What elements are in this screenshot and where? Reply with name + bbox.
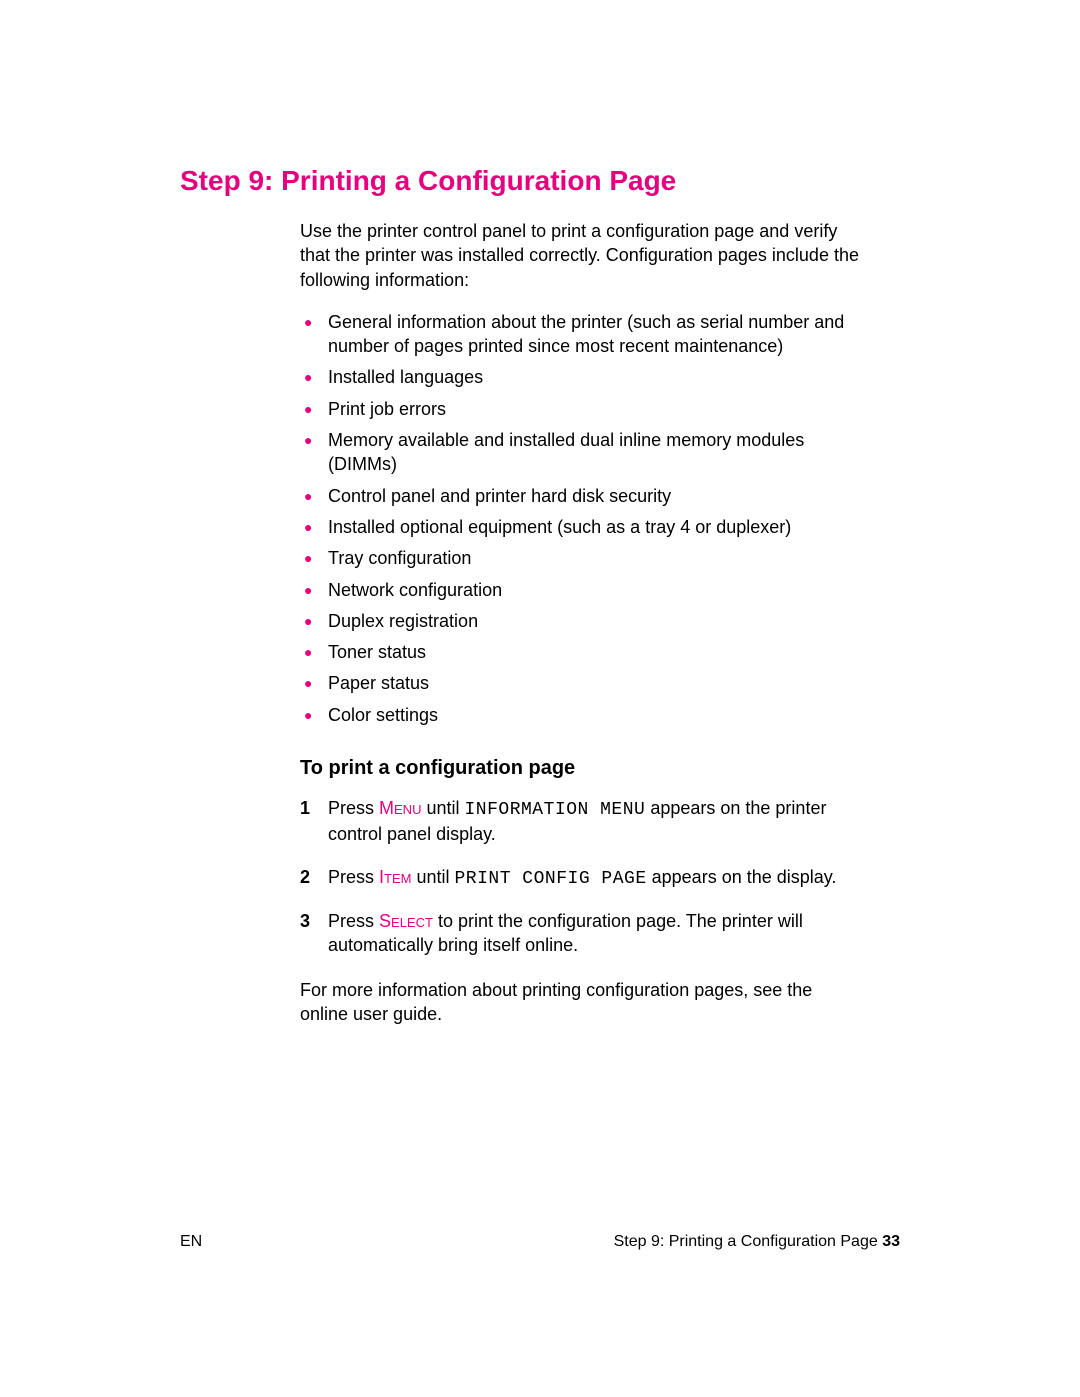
step-body: Press Item until PRINT CONFIG PAGE appea…: [328, 865, 860, 891]
list-item: Paper status: [300, 671, 860, 695]
intro-paragraph: Use the printer control panel to print a…: [300, 219, 860, 292]
step-number: 2: [300, 865, 328, 891]
list-item: Installed languages: [300, 365, 860, 389]
list-item: Print job errors: [300, 397, 860, 421]
step-number: 1: [300, 796, 328, 847]
list-item: Duplex registration: [300, 609, 860, 633]
list-item: General information about the printer (s…: [300, 310, 860, 359]
step-body: Press Select to print the configuration …: [328, 909, 860, 958]
page-footer: EN Step 9: Printing a Configuration Page…: [180, 1233, 900, 1251]
list-item: Memory available and installed dual inli…: [300, 428, 860, 477]
list-item: Color settings: [300, 703, 860, 727]
page-title: Step 9: Printing a Configuration Page: [180, 165, 900, 197]
page-content: Step 9: Printing a Configuration Page Us…: [180, 165, 900, 1026]
content-column: Use the printer control panel to print a…: [300, 219, 860, 1026]
display-text: INFORMATION MENU: [465, 800, 646, 820]
list-item: Network configuration: [300, 578, 860, 602]
list-item: Control panel and printer hard disk secu…: [300, 484, 860, 508]
footer-lang: EN: [180, 1233, 202, 1251]
button-label: Select: [379, 911, 433, 931]
list-item: Installed optional equipment (such as a …: [300, 515, 860, 539]
button-label: Menu: [379, 798, 421, 818]
steps-list: 1 Press Menu until INFORMATION MENU appe…: [300, 796, 860, 957]
button-label: Item: [379, 867, 411, 887]
step-item: 1 Press Menu until INFORMATION MENU appe…: [300, 796, 860, 847]
subheading: To print a configuration page: [300, 757, 860, 780]
step-item: 2 Press Item until PRINT CONFIG PAGE app…: [300, 865, 860, 891]
closing-paragraph: For more information about printing conf…: [300, 978, 860, 1027]
step-number: 3: [300, 909, 328, 958]
footer-page-number: 33: [882, 1233, 900, 1250]
step-body: Press Menu until INFORMATION MENU appear…: [328, 796, 860, 847]
step-item: 3 Press Select to print the configuratio…: [300, 909, 860, 958]
display-text: PRINT CONFIG PAGE: [455, 869, 647, 889]
footer-title: Step 9: Printing a Configuration Page 33: [614, 1233, 900, 1251]
bullet-list: General information about the printer (s…: [300, 310, 860, 727]
list-item: Toner status: [300, 640, 860, 664]
list-item: Tray configuration: [300, 546, 860, 570]
